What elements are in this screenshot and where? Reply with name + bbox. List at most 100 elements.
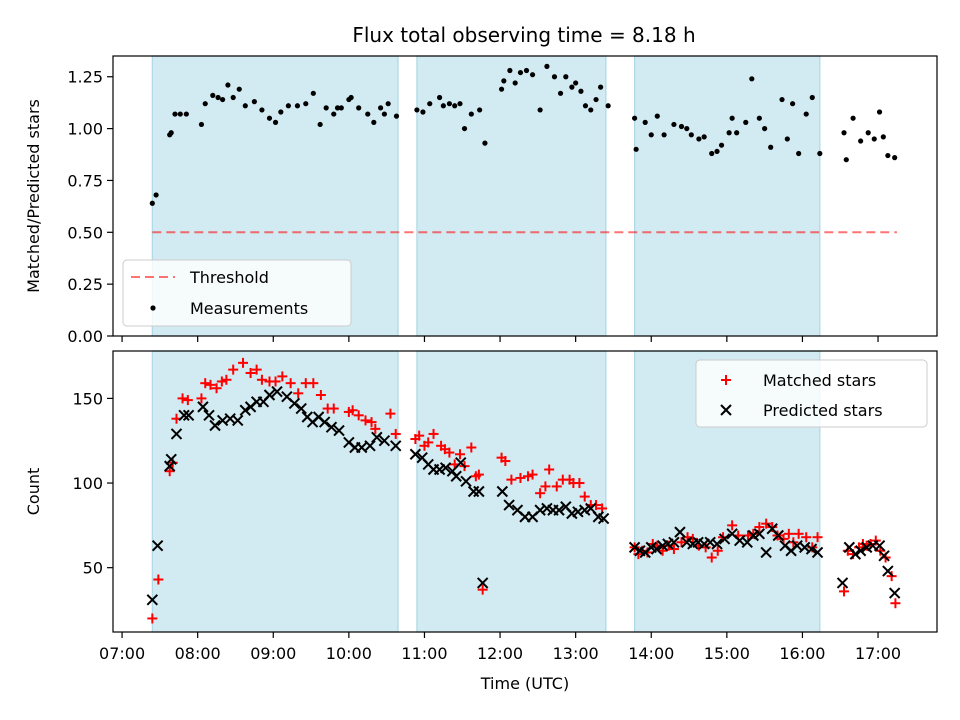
measurement-point: [371, 119, 377, 125]
matched-star-point: [890, 598, 901, 609]
predicted-star-point: [371, 431, 383, 444]
predicted-star-point: [668, 536, 680, 548]
predicted-star-point: [209, 419, 221, 432]
measurement-point: [365, 111, 371, 117]
y-tick-label: 0.00: [67, 327, 103, 346]
predicted-star-point: [496, 485, 509, 498]
observing-band: [634, 55, 821, 337]
measurement-point: [303, 101, 309, 107]
measurement-point: [544, 63, 550, 69]
x-tick-label: 16:00: [779, 644, 825, 663]
measurement-point: [378, 105, 384, 111]
measurement-point: [414, 107, 420, 113]
top-panel: 0.00 0.25 0.50 0.75 1.00 1.25 Matched/Predicte…: [24, 55, 938, 346]
predicted-star-point: [553, 504, 565, 516]
predicted-star-point: [151, 539, 164, 552]
measurement-point: [172, 111, 178, 117]
matched-star-point: [360, 415, 371, 426]
predicted-star-point: [650, 543, 663, 555]
measurement-point: [452, 103, 458, 109]
y-tick-label: 50: [83, 559, 103, 578]
predicted-star-point: [473, 485, 485, 498]
matched-star-point: [366, 417, 377, 428]
matched-star-point: [727, 520, 738, 531]
measurement-point: [569, 84, 575, 90]
matched-star-point: [544, 464, 555, 475]
matched-star-point: [466, 442, 477, 453]
predicted-star-point: [170, 428, 183, 440]
measurement-point: [701, 134, 707, 140]
x-tick-label: 10:00: [326, 644, 372, 663]
matched-star-point: [527, 469, 538, 480]
y-axis-label: Count: [24, 468, 43, 516]
predicted-star-point: [849, 548, 862, 560]
measurement-point: [220, 96, 226, 103]
measurement-point: [501, 78, 507, 84]
predicted-star-point: [390, 440, 402, 452]
measurement-point: [436, 94, 443, 101]
measurement-point: [446, 101, 453, 107]
chart-title: Flux total observing time = 8.18 h: [352, 23, 695, 47]
matched-star-point: [347, 405, 358, 416]
measurement-point: [714, 148, 720, 155]
predicted-star-point: [873, 539, 886, 552]
matched-star-point: [591, 500, 602, 511]
predicted-star-point: [760, 546, 772, 559]
matched-star-point: [353, 410, 364, 421]
measurement-point: [385, 101, 391, 107]
predicted-star-point: [572, 506, 584, 518]
measurement-point: [477, 107, 483, 113]
measurement-point: [671, 121, 677, 128]
predicted-star-point: [878, 550, 890, 562]
measurement-point: [648, 132, 654, 138]
predicted-star-point: [882, 565, 894, 577]
measurement-point: [198, 121, 205, 128]
measurement-point: [678, 123, 685, 130]
measurement-point: [790, 101, 796, 107]
matched-star-point: [712, 545, 723, 556]
predicted-star-point: [333, 424, 345, 437]
predicted-star-point: [239, 404, 252, 416]
measurement-point: [427, 101, 433, 107]
matched-star-point: [164, 466, 175, 477]
matched-star-point: [523, 471, 534, 482]
matched-star-point: [812, 532, 823, 543]
measurement-point: [210, 92, 216, 99]
measurement-point: [356, 105, 362, 111]
y-tick-label: 0.75: [67, 171, 103, 190]
matched-star-point: [783, 528, 794, 539]
matched-star-point: [839, 586, 850, 597]
x-tick-label: 08:00: [175, 644, 221, 663]
measurement-point: [512, 80, 518, 86]
measurement-point: [323, 105, 329, 111]
predicted-star-point: [364, 440, 376, 452]
matched-star-point: [200, 378, 211, 389]
matched-star-point: [315, 390, 326, 401]
legend-box: [695, 359, 928, 428]
matched-star-point: [761, 518, 772, 529]
legend-threshold-label: Threshold: [189, 268, 269, 287]
measurement-point: [507, 67, 513, 74]
measurement-point: [517, 69, 524, 76]
predicted-star-point: [356, 441, 368, 454]
measurement-point: [294, 103, 301, 109]
measurement-point: [684, 125, 690, 132]
measurement-point: [876, 109, 883, 115]
matched-star-point: [676, 537, 687, 548]
axes-frame: [112, 350, 938, 633]
predicted-star-point: [460, 475, 472, 488]
predicted-star-point: [409, 448, 422, 460]
matched-star-point: [706, 552, 717, 563]
measurement-point: [743, 119, 749, 125]
measurement-point: [225, 82, 231, 88]
matched-star-point: [177, 393, 188, 404]
x-tick-label: 11:00: [401, 644, 447, 663]
measurement-point: [726, 130, 732, 136]
y-tick-label: 1.00: [67, 120, 103, 139]
matched-star-point: [767, 522, 778, 533]
measurement-point: [880, 134, 886, 140]
measurement-point: [278, 109, 284, 115]
measurement-point: [331, 111, 337, 117]
measurement-point: [865, 130, 871, 136]
